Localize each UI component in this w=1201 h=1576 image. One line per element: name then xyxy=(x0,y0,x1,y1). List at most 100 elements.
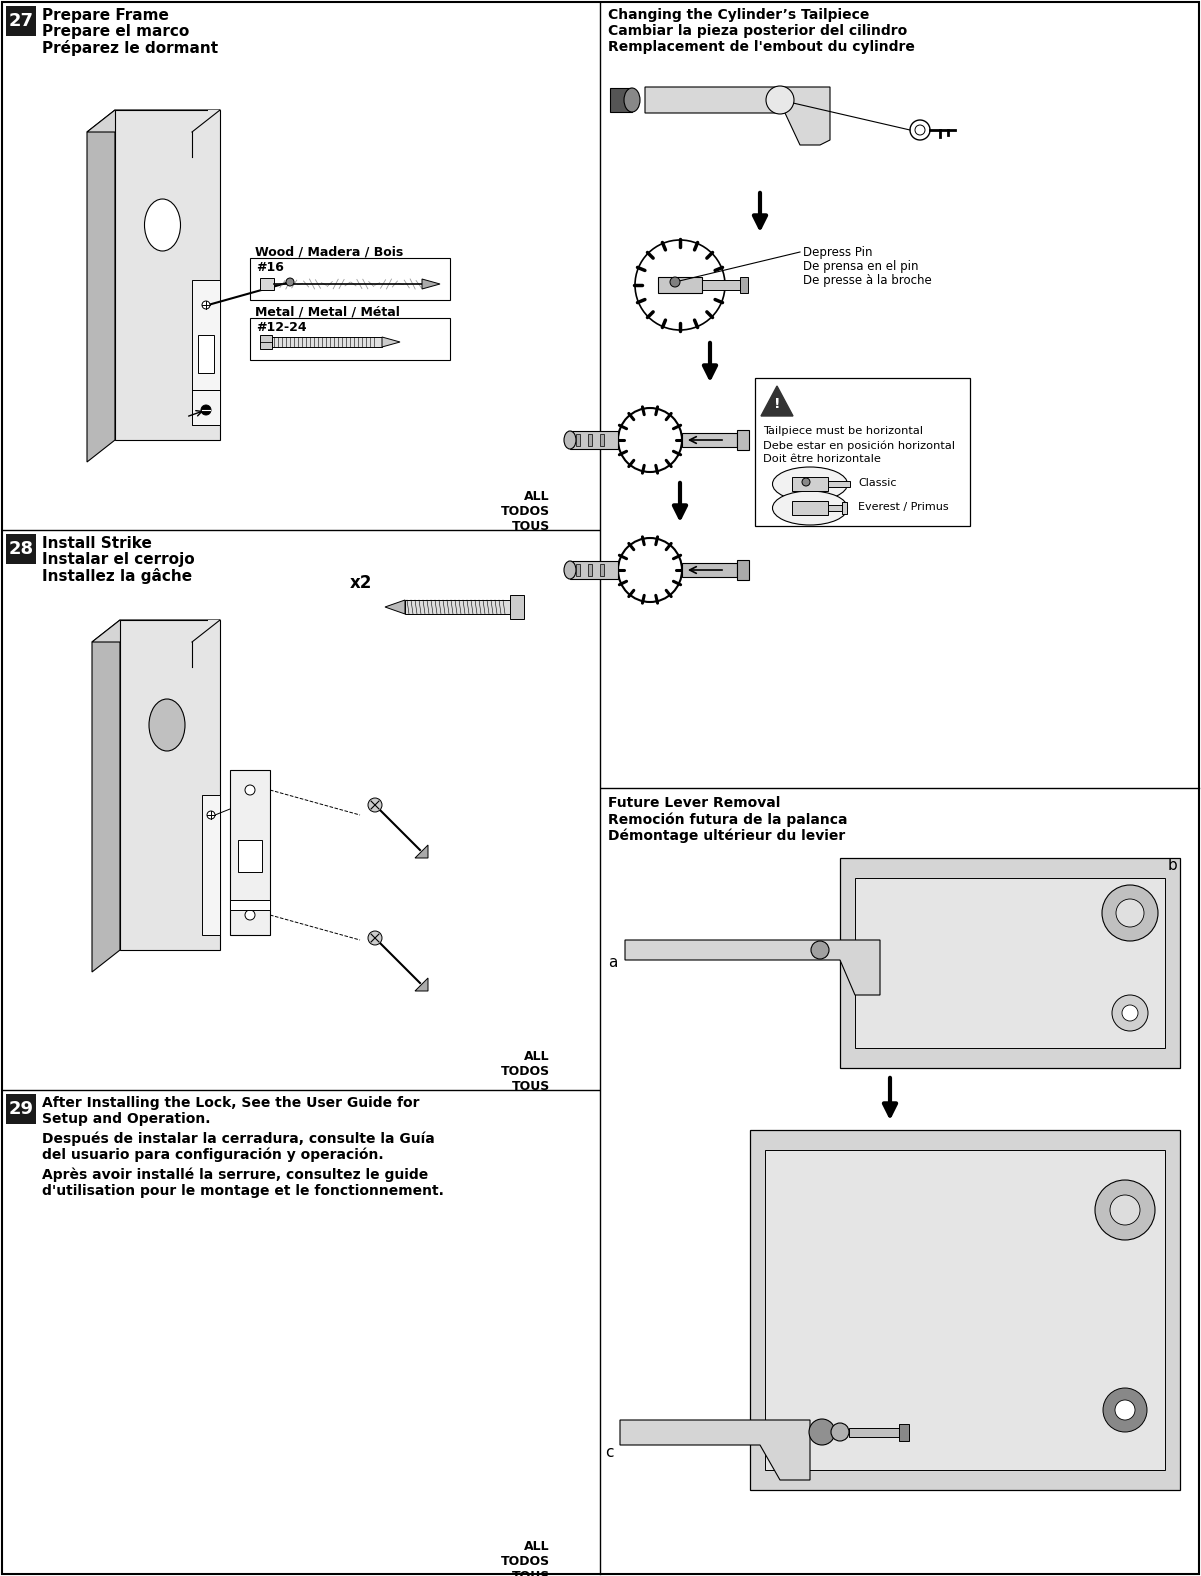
Text: ALL
TODOS
TOUS: ALL TODOS TOUS xyxy=(501,1540,550,1576)
Bar xyxy=(839,857,1181,1069)
Polygon shape xyxy=(86,110,220,132)
Bar xyxy=(6,534,36,564)
Bar xyxy=(570,561,619,578)
Circle shape xyxy=(368,931,382,946)
Text: Changing the Cylinder’s Tailpiece: Changing the Cylinder’s Tailpiece xyxy=(608,8,870,22)
Text: Remoción futura de la palanca: Remoción futura de la palanca xyxy=(608,812,848,826)
Bar xyxy=(600,433,604,446)
Text: Install Strike: Install Strike xyxy=(42,536,151,552)
Bar xyxy=(703,281,740,290)
Text: Cambiar la pieza posterior del cilindro: Cambiar la pieza posterior del cilindro xyxy=(608,24,907,38)
Text: del usuario para configuración y operación.: del usuario para configuración y operaci… xyxy=(42,1147,383,1163)
Polygon shape xyxy=(382,337,400,347)
Text: Doit être horizontale: Doit être horizontale xyxy=(763,454,880,463)
Text: ALL
TODOS
TOUS: ALL TODOS TOUS xyxy=(501,1050,550,1094)
Bar xyxy=(900,1425,909,1440)
Ellipse shape xyxy=(149,700,185,752)
Bar xyxy=(588,433,592,446)
Text: De prensa en el pin: De prensa en el pin xyxy=(803,260,919,273)
Bar xyxy=(271,337,382,347)
Circle shape xyxy=(635,240,725,329)
Circle shape xyxy=(670,277,680,287)
Circle shape xyxy=(1095,1180,1155,1240)
Bar xyxy=(405,600,510,615)
Polygon shape xyxy=(422,279,440,288)
Bar xyxy=(749,1130,1181,1489)
Bar xyxy=(120,619,220,950)
Bar xyxy=(576,433,580,446)
Circle shape xyxy=(1103,1388,1147,1433)
Text: a: a xyxy=(608,955,617,969)
Text: ALL
TODOS
TOUS: ALL TODOS TOUS xyxy=(501,490,550,533)
Text: Future Lever Removal: Future Lever Removal xyxy=(608,796,781,810)
Bar xyxy=(250,318,450,359)
Text: Remplacement de l'embout du cylindre: Remplacement de l'embout du cylindre xyxy=(608,39,915,54)
Bar xyxy=(231,900,270,909)
Bar xyxy=(510,596,524,619)
Text: Depress Pin: Depress Pin xyxy=(803,246,872,258)
Circle shape xyxy=(1116,898,1145,927)
Polygon shape xyxy=(416,979,428,991)
Circle shape xyxy=(202,301,210,309)
Bar xyxy=(842,503,847,514)
Ellipse shape xyxy=(772,492,848,525)
Circle shape xyxy=(245,909,255,920)
Circle shape xyxy=(1122,1005,1139,1021)
Polygon shape xyxy=(416,845,428,857)
Bar xyxy=(250,258,450,299)
Bar xyxy=(682,433,737,448)
Text: 27: 27 xyxy=(8,13,34,30)
Text: #16: #16 xyxy=(256,262,283,274)
Bar xyxy=(658,277,703,293)
Text: Installez la gâche: Installez la gâche xyxy=(42,567,192,585)
Bar xyxy=(740,277,748,293)
Bar xyxy=(115,110,220,440)
Polygon shape xyxy=(625,939,880,994)
Text: After Installing the Lock, See the User Guide for: After Installing the Lock, See the User … xyxy=(42,1095,419,1110)
Polygon shape xyxy=(192,619,220,667)
Polygon shape xyxy=(386,600,405,615)
Bar xyxy=(6,1094,36,1124)
Bar xyxy=(588,564,592,575)
Ellipse shape xyxy=(144,199,180,251)
Circle shape xyxy=(811,941,829,960)
Text: Préparez le dormant: Préparez le dormant xyxy=(42,39,219,57)
Bar xyxy=(192,281,220,426)
Polygon shape xyxy=(192,110,220,158)
Text: c: c xyxy=(605,1445,614,1459)
Bar xyxy=(827,504,842,511)
Circle shape xyxy=(207,812,215,820)
Bar xyxy=(570,430,619,449)
Bar xyxy=(192,389,220,426)
Circle shape xyxy=(201,405,211,414)
Bar xyxy=(576,564,580,575)
Polygon shape xyxy=(92,619,220,641)
Bar xyxy=(610,88,632,112)
Bar xyxy=(827,481,850,487)
Circle shape xyxy=(1103,886,1158,941)
Bar xyxy=(600,564,604,575)
Circle shape xyxy=(802,478,809,485)
Bar xyxy=(855,878,1165,1048)
Text: b: b xyxy=(1169,857,1178,873)
Bar xyxy=(791,478,827,492)
Text: Après avoir installé la serrure, consultez le guide: Après avoir installé la serrure, consult… xyxy=(42,1168,429,1182)
Text: Classic: Classic xyxy=(858,478,896,489)
Text: x2: x2 xyxy=(349,574,372,593)
Circle shape xyxy=(286,277,294,285)
Text: Prepare el marco: Prepare el marco xyxy=(42,24,190,39)
Text: Démontage ultérieur du levier: Démontage ultérieur du levier xyxy=(608,827,846,843)
Bar xyxy=(202,794,220,935)
Text: De presse à la broche: De presse à la broche xyxy=(803,274,932,287)
Bar xyxy=(765,1150,1165,1470)
Bar xyxy=(755,378,970,526)
Text: 29: 29 xyxy=(8,1100,34,1117)
Bar xyxy=(849,1428,900,1437)
Bar xyxy=(6,6,36,36)
Polygon shape xyxy=(92,619,120,972)
Ellipse shape xyxy=(564,561,576,578)
Text: !: ! xyxy=(773,397,781,411)
Text: Prepare Frame: Prepare Frame xyxy=(42,8,169,24)
Circle shape xyxy=(245,785,255,794)
Circle shape xyxy=(766,87,794,113)
